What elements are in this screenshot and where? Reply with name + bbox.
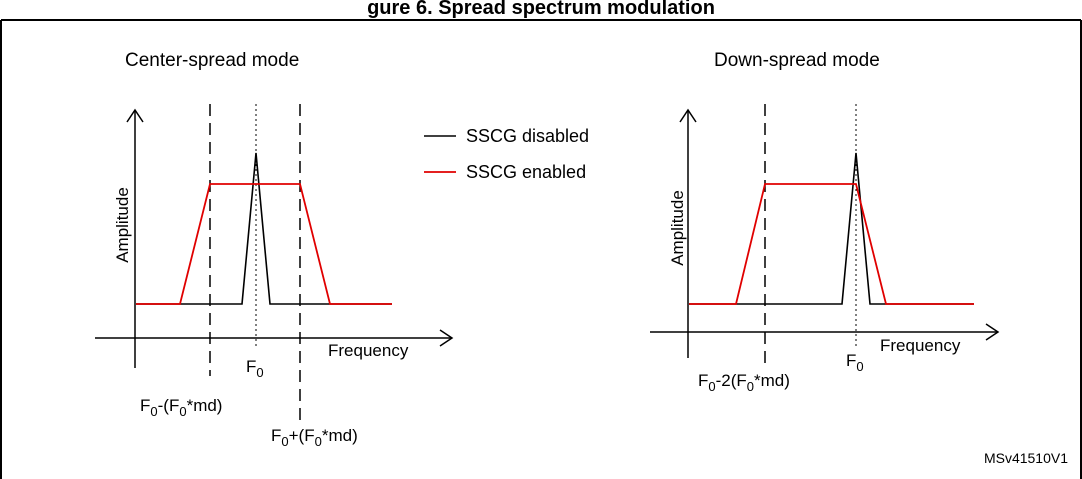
center-spread-panel: Center-spread mode Amplitude Frequency F… (95, 50, 454, 449)
left-x-arrowhead (439, 329, 454, 347)
down-spread-panel: Down-spread mode Amplitude Frequency F0 … (650, 50, 1000, 394)
right-x-arrowhead (985, 323, 1000, 341)
legend-enabled-label: SSCG enabled (466, 162, 586, 182)
right-amplitude-label: Amplitude (668, 190, 687, 266)
figure-reference-code: MSv41510V1 (984, 450, 1068, 466)
left-y-arrowhead (126, 108, 144, 123)
left-frequency-label: Frequency (328, 341, 409, 360)
left-sscg-disabled-curve (136, 152, 392, 305)
right-sscg-enabled-curve (689, 183, 974, 305)
left-f0-label: F0 (246, 357, 264, 380)
right-sscg-disabled-curve (689, 152, 974, 305)
left-sscg-enabled-curve (136, 183, 392, 305)
down-spread-title: Down-spread mode (714, 50, 880, 71)
legend: SSCG disabled SSCG enabled (424, 126, 589, 182)
legend-disabled-label: SSCG disabled (466, 126, 589, 146)
left-amplitude-label: Amplitude (113, 187, 132, 263)
left-lower-marker-label: F0-(F0*md) (140, 396, 222, 419)
left-upper-marker-label: F0+(F0*md) (271, 426, 358, 449)
figure-title: gure 6. Spread spectrum modulation (367, 0, 715, 19)
right-frequency-label: Frequency (880, 336, 961, 355)
right-lower-marker-label: F0-2(F0*md) (698, 371, 790, 394)
center-spread-title: Center-spread mode (125, 50, 299, 71)
right-f0-label: F0 (846, 351, 864, 374)
right-y-arrowhead (679, 108, 697, 123)
